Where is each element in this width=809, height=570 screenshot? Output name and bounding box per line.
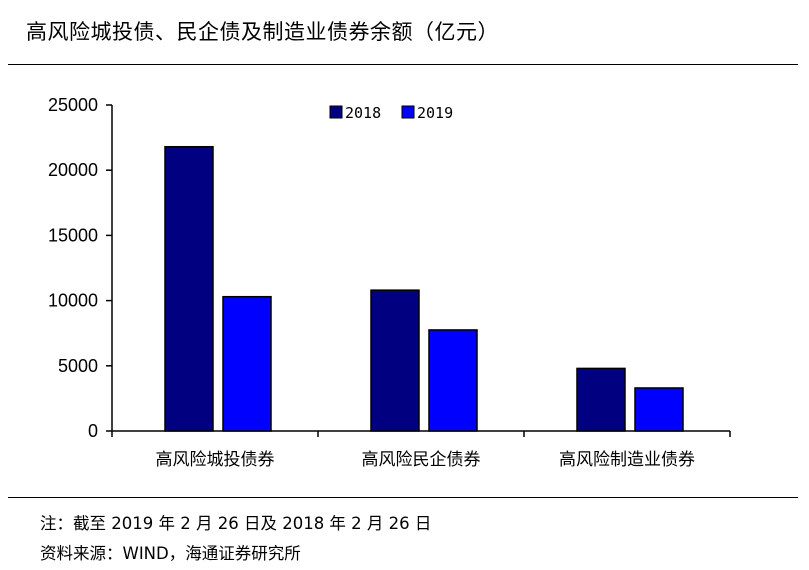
- category-label: 高风险民企债券: [362, 450, 481, 470]
- bar-2018-3: [576, 367, 626, 432]
- bar-chart: 0 5000 10000 15000 20000 25000 高风险城投债券 高风险民企债券 高…: [48, 95, 731, 470]
- chart-note: 注：截至 2019 年 2 月 26 日及 2018 年 2 月 26 日: [40, 514, 432, 533]
- y-tick-label: 25000: [48, 95, 98, 115]
- category-label: 高风险城投债券: [156, 450, 275, 470]
- legend-label-2018: 2018: [345, 104, 381, 122]
- category-label: 高风险制造业债券: [559, 450, 695, 470]
- bar-2018-2: [370, 289, 420, 432]
- data-source: 资料来源：WIND，海通证券研究所: [40, 544, 301, 563]
- footer-rule: [8, 497, 798, 498]
- bar-2018-1: [164, 145, 214, 432]
- y-tick-label: 20000: [48, 160, 98, 180]
- bar-2019-3: [634, 387, 684, 432]
- bar-2019-2: [428, 329, 478, 432]
- title-rule: [8, 64, 798, 65]
- legend-swatch-2019: [401, 105, 415, 119]
- y-tick-label: 5000: [58, 356, 98, 376]
- legend-swatch-2018: [329, 105, 343, 119]
- bar-2019-1: [222, 295, 272, 432]
- chart-title: 高风险城投债、民企债及制造业债券余额（亿元）: [26, 20, 499, 44]
- y-tick-label: 15000: [48, 225, 98, 245]
- y-tick-label: 0: [88, 421, 98, 441]
- y-tick-label: 10000: [48, 291, 98, 311]
- legend-label-2019: 2019: [417, 104, 453, 122]
